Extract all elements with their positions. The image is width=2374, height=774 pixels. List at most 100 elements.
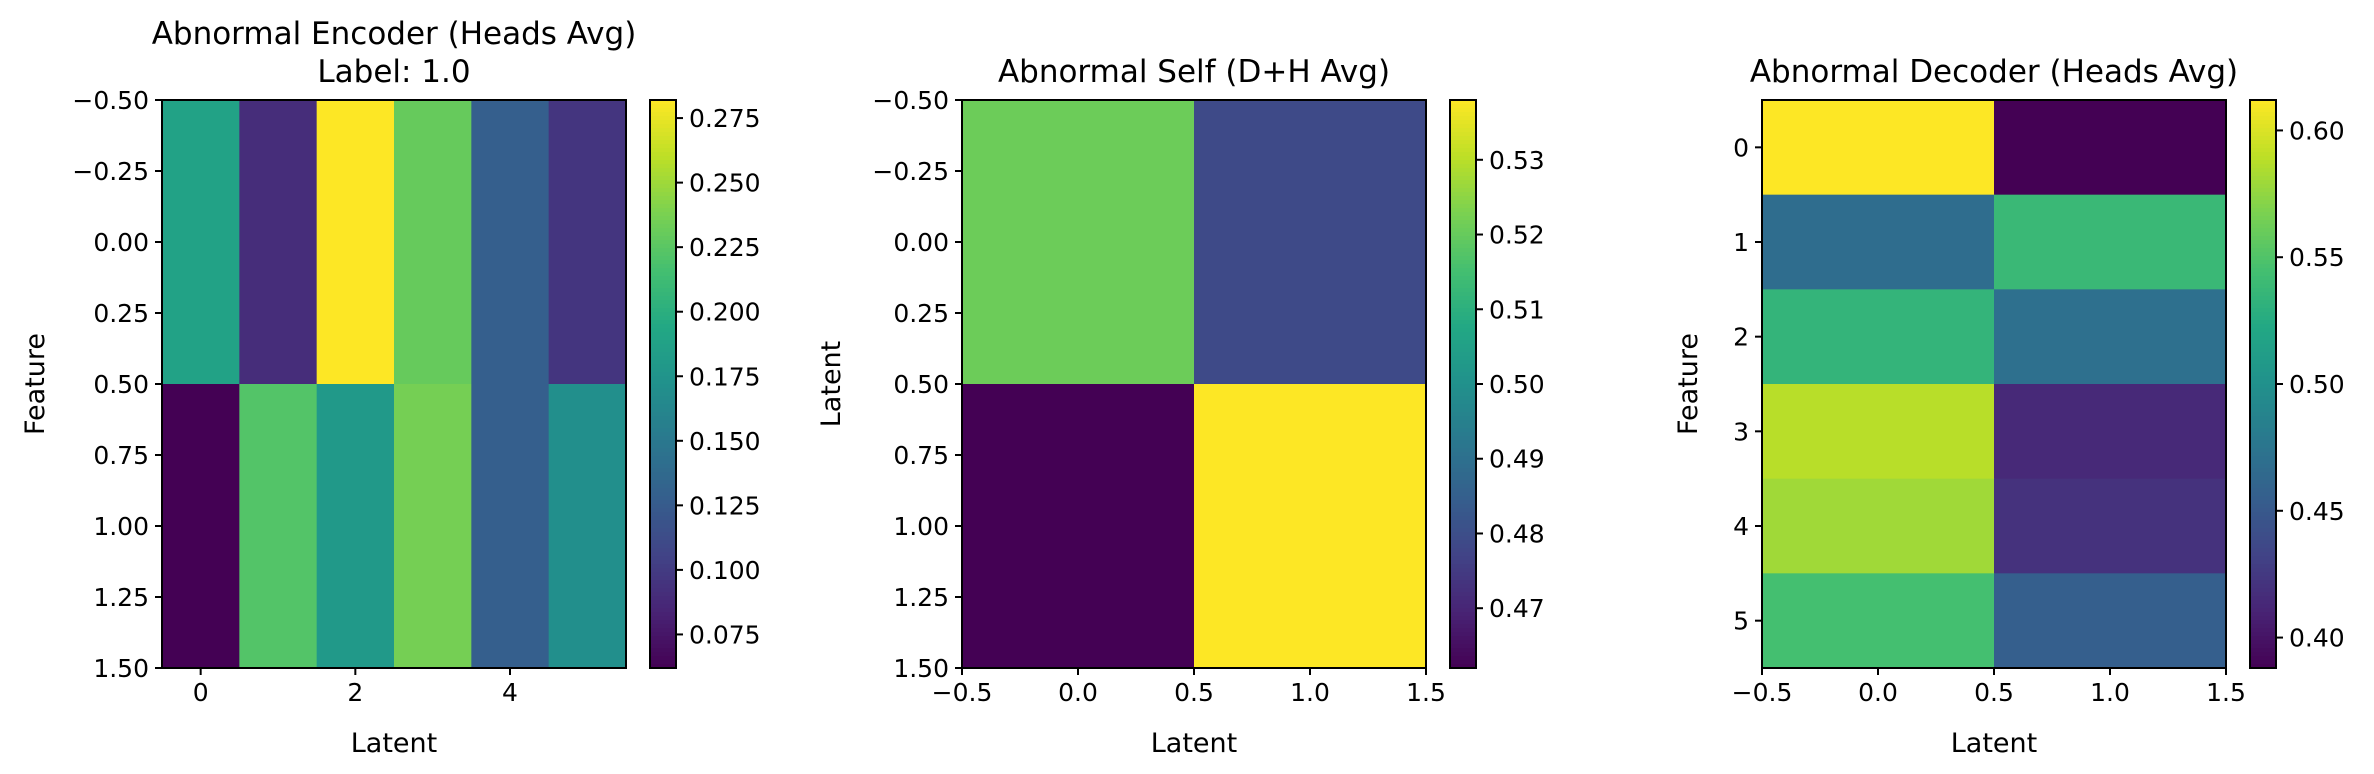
- panel-self-colorbar-segment: [1450, 560, 1476, 565]
- panel-decoder-colorbar-segment: [2250, 272, 2276, 277]
- panel-self-colorbar-segment: [1450, 428, 1476, 433]
- panel-encoder-colorbar-segment: [650, 528, 676, 533]
- panel-self-colorbar-segment: [1450, 616, 1476, 621]
- panel-decoder-colorbar-segment: [2250, 224, 2276, 229]
- panel-encoder-cell: [239, 384, 318, 669]
- panel-encoder-colorbar-segment: [650, 460, 676, 465]
- panel-decoder-colorbar-segment: [2250, 172, 2276, 177]
- panel-decoder-colorbar-segment: [2250, 308, 2276, 313]
- panel-encoder-colorbar-segment: [650, 652, 676, 657]
- panel-encoder-colorbar-segment: [650, 388, 676, 393]
- panel-self-colorbar-segment: [1450, 332, 1476, 337]
- panel-self-colorbar-segment: [1450, 160, 1476, 165]
- panel-decoder-colorbar-tick-label: 0.40: [2289, 624, 2345, 653]
- panel-decoder-colorbar-segment: [2250, 412, 2276, 417]
- panel-decoder-colorbar-segment: [2250, 496, 2276, 501]
- panel-self-colorbar-segment: [1450, 500, 1476, 505]
- panel-self-colorbar-segment: [1450, 280, 1476, 285]
- panel-self-xtick-label: 0.5: [1174, 678, 1214, 707]
- panel-decoder-colorbar-segment: [2250, 232, 2276, 237]
- panel-self-colorbar-segment: [1450, 464, 1476, 469]
- panel-encoder-colorbar-segment: [650, 156, 676, 161]
- panel-self-colorbar-segment: [1450, 504, 1476, 509]
- panel-self-xtick-label: 1.5: [1406, 678, 1446, 707]
- panel-encoder-colorbar-segment: [650, 648, 676, 653]
- panel-self-colorbar-segment: [1450, 544, 1476, 549]
- panel-encoder-colorbar-segment: [650, 492, 676, 497]
- panel-self-colorbar-segment: [1450, 384, 1476, 389]
- panel-decoder-cells: [1762, 100, 2227, 669]
- panel-decoder-colorbar-segment: [2250, 504, 2276, 509]
- panel-self-colorbar-segment: [1450, 264, 1476, 269]
- panel-decoder-colorbar-segment: [2250, 144, 2276, 149]
- panel-self-colorbar-segment: [1450, 572, 1476, 577]
- panel-encoder-ytick-label: 0.50: [93, 370, 149, 399]
- panel-decoder-colorbar-segment: [2250, 400, 2276, 405]
- panel-self-colorbar-segment: [1450, 336, 1476, 341]
- panel-self-colorbar-segment: [1450, 452, 1476, 457]
- panel-encoder-colorbar-segment: [650, 608, 676, 613]
- panel-self-colorbar-segment: [1450, 236, 1476, 241]
- panel-encoder-ytick-label: 0.00: [93, 228, 149, 257]
- panel-self-colorbar-segment: [1450, 116, 1476, 121]
- panel-self-colorbar-segment: [1450, 640, 1476, 645]
- panel-self-colorbar-segment: [1450, 388, 1476, 393]
- panel-self-colorbar-segment: [1450, 232, 1476, 237]
- panel-decoder-colorbar-segment: [2250, 188, 2276, 193]
- panel-encoder-colorbar-segment: [650, 396, 676, 401]
- panel-encoder-colorbar-segment: [650, 248, 676, 253]
- panel-decoder-colorbar-segment: [2250, 604, 2276, 609]
- panel-encoder-cell: [162, 100, 240, 385]
- panel-decoder-colorbar-segment: [2250, 584, 2276, 589]
- panel-decoder-colorbar-segment: [2250, 324, 2276, 329]
- panel-decoder-colorbar-segment: [2250, 276, 2276, 281]
- panel-decoder-colorbar-segment: [2250, 664, 2276, 669]
- panel-encoder-colorbar-segment: [650, 436, 676, 441]
- panel-decoder-colorbar-segment: [2250, 424, 2276, 429]
- panel-self-colorbar-segment: [1450, 272, 1476, 277]
- panel-self-colorbar-segment: [1450, 604, 1476, 609]
- panel-decoder-colorbar-segment: [2250, 352, 2276, 357]
- panel-self-colorbar-segment: [1450, 664, 1476, 669]
- panel-self-colorbar-segment: [1450, 424, 1476, 429]
- panel-self-colorbar-segment: [1450, 568, 1476, 573]
- panel-encoder-colorbar-segment: [650, 224, 676, 229]
- panel-decoder-colorbar-segment: [2250, 524, 2276, 529]
- panel-encoder-colorbar-segment: [650, 336, 676, 341]
- panel-decoder-colorbar-segment: [2250, 416, 2276, 421]
- panel-decoder-xtick-label: 1.5: [2206, 678, 2246, 707]
- panel-decoder-colorbar-segment: [2250, 648, 2276, 653]
- panel-self-colorbar-segment: [1450, 592, 1476, 597]
- panel-self-colorbar-segment: [1450, 136, 1476, 141]
- panel-self-colorbar-segment: [1450, 376, 1476, 381]
- panel-encoder-ytick-label: 1.00: [93, 512, 149, 541]
- panel-self-colorbar-segment: [1450, 368, 1476, 373]
- panel-self-colorbar-segment: [1450, 628, 1476, 633]
- panel-decoder-colorbar-segment: [2250, 228, 2276, 233]
- panel-decoder-colorbar-segment: [2250, 368, 2276, 373]
- panel-encoder-colorbar-tick-label: 0.075: [689, 620, 761, 649]
- panel-encoder-cell: [316, 384, 395, 669]
- panel-self-colorbar-segment: [1450, 516, 1476, 521]
- panel-self-colorbar-segment: [1450, 240, 1476, 245]
- panel-decoder-colorbar-segment: [2250, 640, 2276, 645]
- panel-self-colorbar-segment: [1450, 328, 1476, 333]
- panel-self-colorbar-segment: [1450, 600, 1476, 605]
- panel-encoder-colorbar-segment: [650, 276, 676, 281]
- panel-self-colorbar-segment: [1450, 540, 1476, 545]
- panel-self-colorbar-segment: [1450, 380, 1476, 385]
- panel-encoder-colorbar-segment: [650, 132, 676, 137]
- panel-decoder-colorbar-segment: [2250, 632, 2276, 637]
- panel-encoder-colorbar-segment: [650, 316, 676, 321]
- panel-encoder-colorbar-segment: [650, 360, 676, 365]
- panel-decoder-colorbar-segment: [2250, 488, 2276, 493]
- panel-self-colorbar-segment: [1450, 224, 1476, 229]
- panel-self-colorbar-segment: [1450, 144, 1476, 149]
- panel-encoder-colorbar-segment: [650, 412, 676, 417]
- panel-encoder-colorbar-segment: [650, 476, 676, 481]
- panel-decoder-colorbar-segment: [2250, 244, 2276, 249]
- panel-decoder-colorbar-segment: [2250, 628, 2276, 633]
- panel-self-colorbar-segment: [1450, 184, 1476, 189]
- panel-encoder-colorbar-segment: [650, 588, 676, 593]
- panel-encoder-colorbar-segment: [650, 556, 676, 561]
